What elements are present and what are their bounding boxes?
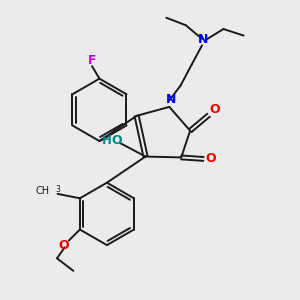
Text: N: N: [166, 93, 176, 106]
Text: O: O: [206, 152, 216, 165]
Text: N: N: [198, 33, 209, 46]
Text: O: O: [111, 134, 122, 147]
Text: H: H: [102, 134, 112, 147]
Text: O: O: [210, 103, 220, 116]
Text: CH: CH: [35, 187, 49, 196]
Text: F: F: [88, 54, 96, 67]
Text: O: O: [59, 239, 69, 252]
Text: 3: 3: [55, 185, 60, 194]
